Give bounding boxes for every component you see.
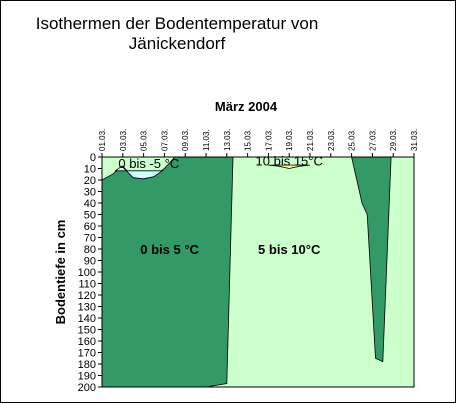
y-tick-label: 170 — [78, 348, 96, 360]
y-tick-label: 10 — [84, 164, 96, 176]
x-tick-label: 23.03. — [327, 129, 336, 151]
x-tick-label: 31.03. — [410, 129, 419, 151]
y-tick-label: 40 — [84, 198, 96, 210]
band-area-4 — [268, 164, 311, 169]
y-tick-label: 150 — [78, 325, 96, 337]
chart-titles: Isothermen der Bodentemperatur vonJänick… — [36, 14, 319, 53]
y-tick-label: 70 — [84, 233, 96, 245]
chart-title-line: Jänickendorf — [129, 34, 226, 53]
y-tick-label: 20 — [84, 175, 96, 187]
x-tick-label: 05.03. — [140, 129, 149, 151]
band-label: 10 bis 15°C — [256, 153, 323, 168]
y-tick-label: 200 — [78, 382, 96, 394]
chart-title-line: Isothermen der Bodentemperatur von — [36, 14, 319, 33]
y-tick-label: 90 — [84, 256, 96, 268]
x-tick-label: 11.03. — [202, 129, 211, 151]
y-tick-label: 140 — [78, 313, 96, 325]
y-tick-label: 160 — [78, 336, 96, 348]
x-tick-label: 07.03. — [160, 129, 169, 151]
band-area-0 — [101, 156, 234, 388]
x-tick-label: 17.03. — [264, 129, 273, 151]
y-axis-ticks: 0102030405060708090100110120130140150160… — [78, 152, 102, 394]
y-tick-label: 130 — [78, 302, 96, 314]
x-tick-label: 09.03. — [181, 129, 190, 151]
y-axis-label: Bodentiefe in cm — [53, 220, 68, 325]
y-tick-label: 30 — [84, 187, 96, 199]
x-tick-label: 13.03. — [223, 129, 232, 151]
y-tick-label: 180 — [78, 359, 96, 371]
y-tick-label: 110 — [78, 279, 96, 291]
x-tick-label: 15.03. — [244, 129, 253, 151]
y-tick-label: 190 — [78, 371, 96, 383]
y-tick-label: 80 — [84, 244, 96, 256]
band-label: 0 bis -5 °C — [118, 156, 179, 171]
x-tick-label: 27.03. — [368, 129, 377, 151]
y-tick-label: 60 — [84, 221, 96, 233]
x-tick-label: 25.03. — [348, 129, 357, 151]
x-tick-label: 03.03. — [119, 129, 128, 151]
x-tick-label: 01.03. — [98, 129, 107, 151]
y-tick-label: 0 — [90, 152, 96, 164]
x-axis-ticks: 01.03. 03.03. 05.03. 07.03. 09.03. 11.03. 13.0… — [98, 129, 419, 157]
x-tick-label: 21.03. — [306, 129, 315, 151]
x-tick-label: 29.03. — [389, 129, 398, 151]
x-tick-label: 19.03. — [285, 129, 294, 151]
band-label: 0 bis 5 °C — [140, 242, 199, 257]
band-label: 5 bis 10°C — [258, 242, 321, 257]
y-tick-label: 50 — [84, 210, 96, 222]
y-tick-label: 120 — [78, 290, 96, 302]
x-axis-title: März 2004 — [215, 99, 278, 114]
band-area-2 — [114, 165, 164, 180]
y-tick-label: 100 — [78, 267, 96, 279]
plot-area: 0 bis 5 °C 0 bis -5 °C 5 bis 10°C 10 bis 15… — [101, 153, 415, 388]
